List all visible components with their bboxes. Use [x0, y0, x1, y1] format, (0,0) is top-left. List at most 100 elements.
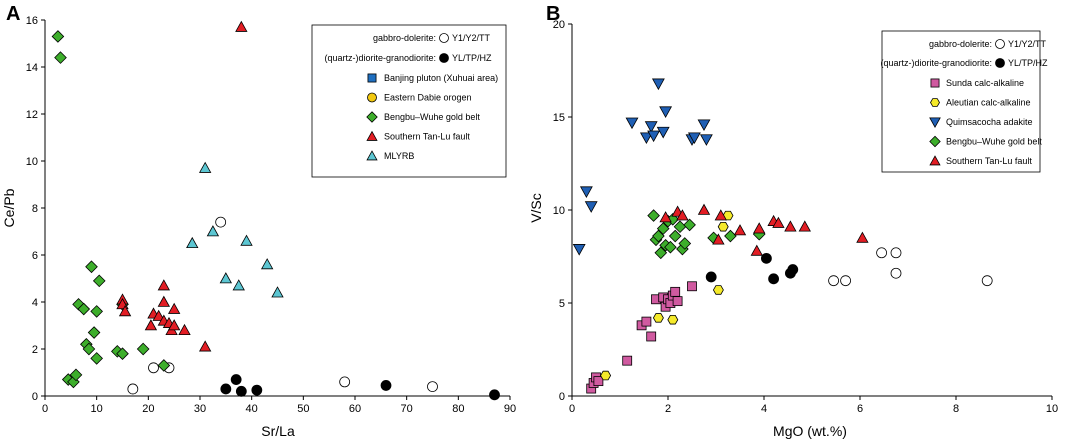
data-point-st [712, 233, 725, 245]
legend-group-label: (quartz-)diorite-granodiorite: [880, 58, 992, 68]
legend-entry-label: Banjing pluton (Xuhuai area) [384, 73, 498, 83]
y-tick-label: 2 [32, 344, 38, 356]
data-point-gd [127, 383, 139, 395]
data-point-bw [69, 368, 83, 382]
data-point-st [750, 244, 763, 256]
x-tick-label: 10 [1046, 403, 1058, 415]
legend-marker-label: Y1/Y2/TT [1008, 39, 1047, 49]
legend-entry-label: Quimsacocha adakite [946, 117, 1033, 127]
legend-entry-label: Bengbu–Wuhe gold belt [384, 112, 480, 122]
data-point-gd [148, 362, 159, 374]
legend-marker-ml [366, 150, 378, 161]
data-point-st [144, 319, 158, 331]
data-point-gd [840, 275, 851, 287]
data-point-dg [235, 385, 247, 397]
data-point-gd [981, 275, 993, 287]
x-tick-label: 90 [504, 403, 516, 415]
data-point-bw [85, 260, 98, 274]
data-point-st [772, 216, 785, 228]
data-point-qa [651, 78, 665, 91]
data-point-bw [647, 209, 660, 222]
legend-marker-bw [929, 135, 941, 148]
legend-marker-gd [439, 33, 449, 43]
x-tick-label: 10 [91, 403, 103, 415]
data-point-st [714, 209, 727, 221]
data-point-bw [678, 237, 692, 250]
panel-a: A 0 10 20 30 40 50 60 70 80 90 0 2 4 6 8 10 12 14 16 Sr/La C… [1, 3, 516, 439]
x-tick-label: 2 [665, 403, 671, 415]
data-point-st [235, 20, 248, 32]
legend-group-label: (quartz-)diorite-granodiorite: [324, 53, 436, 63]
data-point-bw [54, 51, 67, 64]
data-point-st [733, 224, 747, 236]
data-point-dg [251, 384, 263, 396]
data-point-dg [705, 271, 717, 283]
legend-marker-gd [995, 39, 1005, 49]
y-tick-label: 0 [559, 391, 565, 403]
data-point-gd [876, 247, 887, 259]
data-point-gd [339, 376, 351, 388]
data-point-st [697, 203, 711, 215]
data-point-gd [890, 267, 902, 279]
data-point-st [152, 309, 165, 321]
panel-b: B 0 2 4 6 8 10 0 5 10 15 20 MgO (wt.%) V/Sc gabbro-d… [528, 3, 1058, 439]
data-point-bw [116, 347, 129, 361]
data-point-qa [572, 244, 586, 256]
data-point-st [157, 279, 171, 291]
x-tick-label: 80 [452, 403, 464, 415]
data-point-ac [712, 285, 724, 295]
legend-marker-sc [930, 78, 940, 88]
series-sc [586, 281, 697, 394]
panel-a-legend: gabbro-dolerite: Y1/Y2/TT (quartz-)diorite… [311, 24, 507, 178]
y-tick-label: 12 [26, 109, 38, 121]
data-point-st [167, 319, 181, 331]
data-point-bw [157, 359, 171, 372]
data-point-dg [220, 383, 232, 395]
plot-area-b: 0 2 4 6 8 10 0 5 10 15 20 MgO (wt.%) V/Sc [528, 19, 1058, 439]
series-bw [51, 30, 171, 389]
data-point-qa [659, 106, 673, 118]
data-point-ml [240, 234, 253, 246]
data-point-qa [656, 126, 670, 139]
data-point-bw [90, 305, 103, 318]
y-tick-label: 14 [26, 62, 38, 74]
data-point-gd [890, 247, 902, 259]
data-point-bw [82, 342, 96, 356]
data-point-ml [271, 286, 284, 298]
x-axis-label: Sr/La [261, 423, 295, 439]
data-point-bw [668, 229, 682, 243]
y-tick-label: 16 [26, 15, 38, 27]
series-ac [600, 210, 734, 381]
x-tick-label: 70 [401, 403, 413, 415]
legend-marker-bw [366, 111, 378, 123]
series-st [659, 203, 869, 256]
data-point-qa [584, 201, 598, 213]
data-point-bw [136, 342, 150, 356]
data-point-st [178, 323, 191, 336]
x-tick-label: 50 [297, 403, 309, 415]
y-tick-label: 0 [32, 391, 38, 403]
legend-group-label: gabbro-dolerite: [929, 39, 992, 49]
data-point-bw [724, 229, 737, 243]
series-gd [828, 247, 993, 287]
data-point-qa [579, 186, 593, 198]
legend-marker-label: Y1/Y2/TT [452, 33, 491, 43]
data-point-qa [639, 132, 653, 145]
legend-marker-st [366, 130, 378, 141]
x-tick-label: 60 [349, 403, 361, 415]
legend-entry-label: Bengbu–Wuhe gold belt [946, 137, 1042, 147]
y-tick-label: 15 [553, 112, 565, 124]
series-dg [220, 374, 500, 401]
data-point-qa [625, 117, 639, 130]
data-point-st [118, 305, 132, 317]
series-dg [705, 252, 799, 285]
y-tick-label: 8 [32, 203, 38, 215]
data-point-bw [92, 274, 106, 288]
y-tick-label: 10 [553, 205, 565, 217]
data-point-ml [206, 225, 220, 237]
data-point-gd [215, 216, 227, 228]
data-point-dg [768, 273, 779, 285]
data-point-ac [717, 222, 729, 232]
data-point-gd [828, 275, 839, 287]
